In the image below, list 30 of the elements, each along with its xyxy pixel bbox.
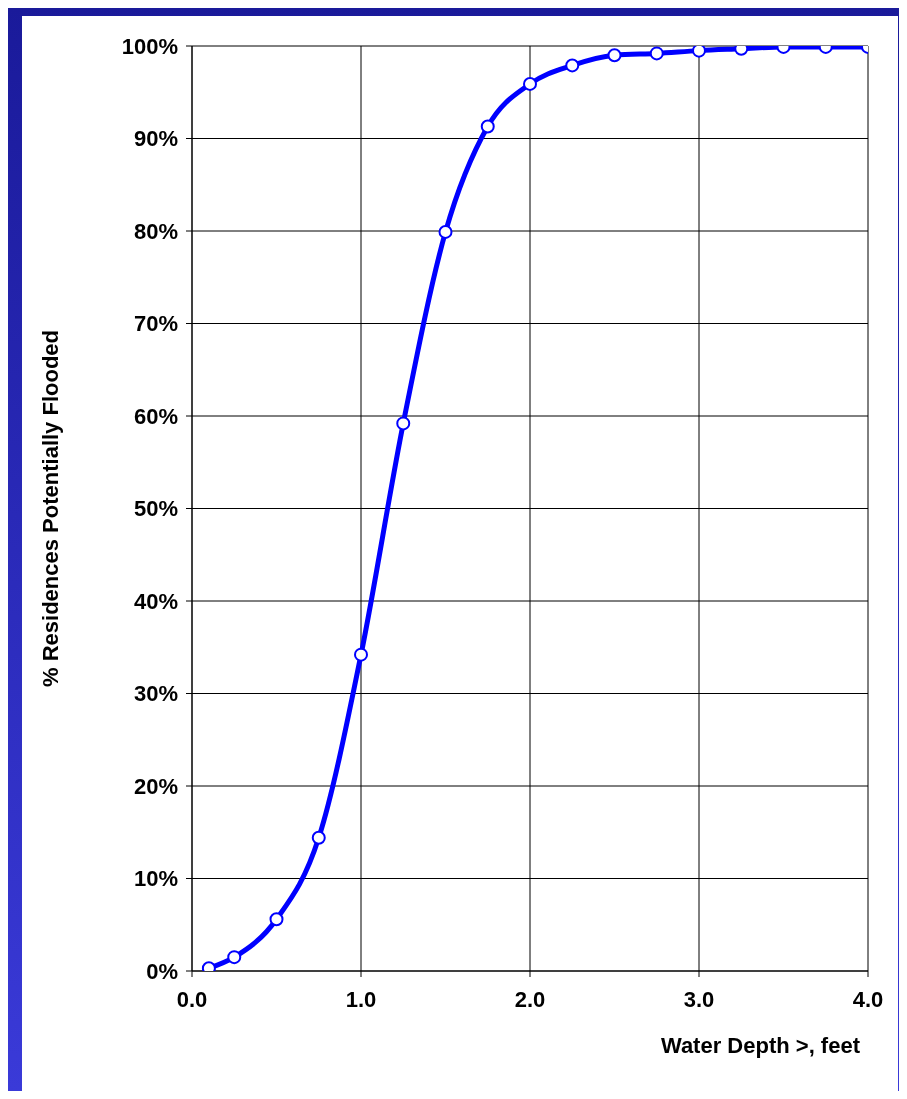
y-axis-title: % Residences Potentially Flooded xyxy=(37,330,63,687)
y-tick-label: 30% xyxy=(133,681,178,707)
y-tick-label: 20% xyxy=(133,773,178,799)
point xyxy=(565,58,580,73)
point xyxy=(311,830,326,845)
point xyxy=(269,912,284,927)
point xyxy=(607,48,622,63)
x-tick-label: 4.0 xyxy=(852,986,884,1012)
x-tick-label: 1.0 xyxy=(345,986,377,1012)
y-tick-label: 40% xyxy=(133,588,178,614)
y-tick-label: 100% xyxy=(121,33,178,59)
y-tick-label: 10% xyxy=(133,866,178,892)
point xyxy=(354,647,368,662)
x-axis-title: Water Depth >, feet xyxy=(660,1033,861,1058)
y-tick-label: 60% xyxy=(133,403,178,429)
x-tick-label: 0.0 xyxy=(176,986,208,1012)
point xyxy=(692,46,706,58)
y-tick-label: 0% xyxy=(146,958,178,984)
point xyxy=(649,46,664,61)
x-tick-label: 3.0 xyxy=(683,986,715,1012)
y-tick-label: 80% xyxy=(133,218,178,244)
y-tick-label: 50% xyxy=(133,496,178,522)
y-tick-label: 70% xyxy=(133,311,178,337)
point xyxy=(480,119,495,134)
point xyxy=(227,950,242,965)
y-tick-label: 90% xyxy=(133,126,178,152)
x-tick-label: 2.0 xyxy=(514,986,546,1012)
point xyxy=(523,76,537,91)
point xyxy=(396,416,411,431)
point xyxy=(438,224,453,239)
